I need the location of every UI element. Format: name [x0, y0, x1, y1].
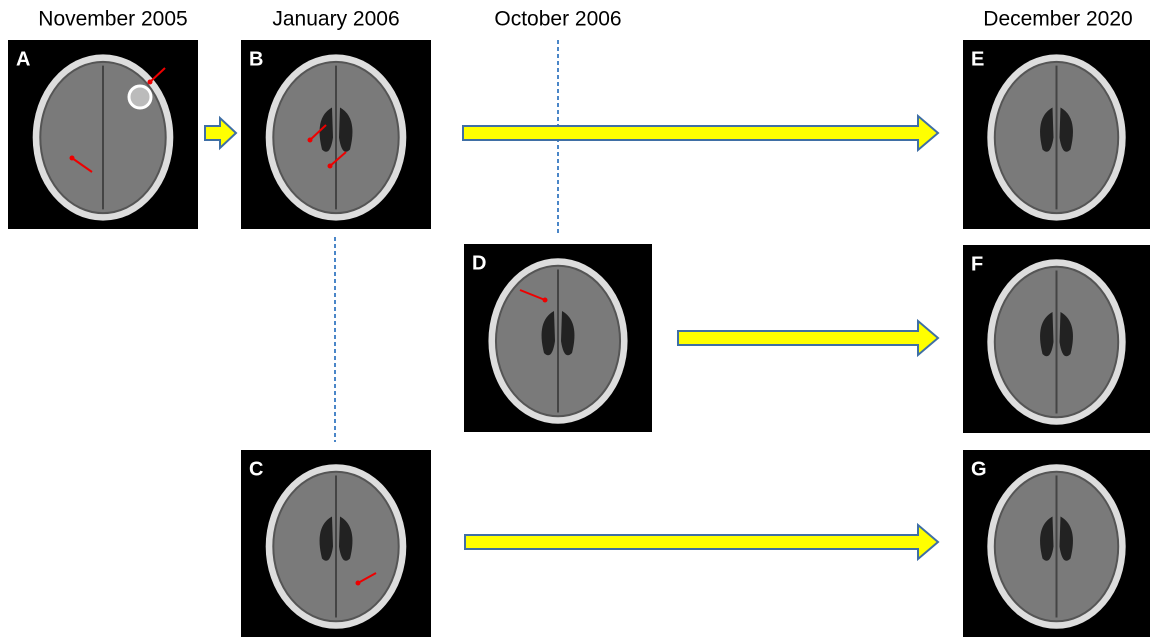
mri-panel: A [8, 40, 198, 229]
red-arrow-head [356, 581, 361, 586]
lesion [129, 86, 151, 108]
panel-label: C [249, 458, 263, 480]
column-header: January 2006 [272, 8, 399, 31]
panel-label: B [249, 48, 263, 70]
mri-panel: E [963, 40, 1150, 229]
arrow [678, 321, 938, 355]
mri-panel: B [241, 40, 431, 229]
arrow [205, 118, 236, 148]
column-header: October 2006 [494, 8, 621, 31]
red-arrow-head [328, 164, 333, 169]
red-arrow-head [70, 156, 75, 161]
column-header: December 2020 [983, 8, 1132, 31]
panel-label: G [971, 458, 987, 480]
panel-label: E [971, 48, 984, 70]
arrow [465, 525, 938, 559]
panel-label: A [16, 48, 30, 70]
panel-label: D [472, 252, 486, 274]
mri-panel: G [963, 450, 1150, 637]
panel-label: F [971, 253, 983, 275]
mri-panel: D [464, 244, 652, 432]
mri-panel: F [963, 245, 1150, 433]
red-arrow-head [148, 80, 153, 85]
arrow [463, 116, 938, 150]
red-arrow-head [308, 138, 313, 143]
mri-panel: C [241, 450, 431, 637]
red-arrow-head [543, 298, 548, 303]
column-header: November 2005 [38, 8, 187, 31]
figure: November 2005 January 2006 October 2006 … [0, 0, 1150, 637]
